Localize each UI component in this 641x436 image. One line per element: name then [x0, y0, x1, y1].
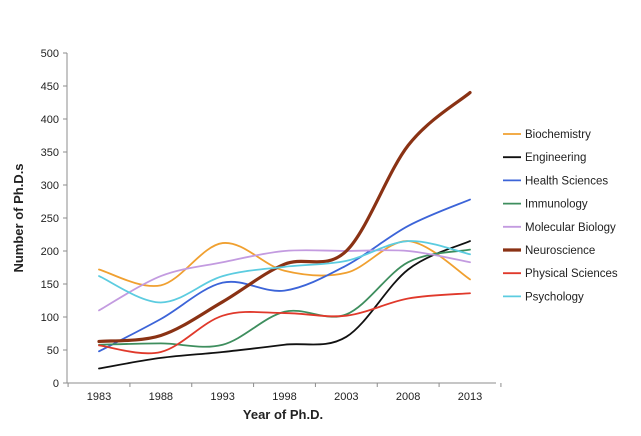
- y-tick-label: 350: [41, 147, 59, 159]
- legend-label-immunology: Immunology: [525, 199, 588, 211]
- legend-label-health-sciences: Health Sciences: [525, 175, 608, 187]
- legend-label-physical-sciences: Physical Sciences: [525, 268, 618, 280]
- y-tick-label: 50: [47, 345, 59, 357]
- series-line-neuroscience: [97, 91, 472, 344]
- x-tick-label: 1998: [272, 391, 296, 403]
- series-line-molecular-biology: [98, 249, 471, 312]
- y-tick-label: 150: [41, 279, 59, 291]
- y-tick-label: 250: [41, 213, 59, 225]
- x-tick-label: 2008: [396, 391, 420, 403]
- series-line-psychology: [98, 240, 471, 304]
- y-tick-label: 500: [41, 48, 59, 60]
- series-line-health-sciences: [98, 198, 471, 353]
- x-tick-label: 2003: [334, 391, 358, 403]
- x-tick-label: 1993: [210, 391, 234, 403]
- series-line-immunology: [98, 248, 471, 348]
- y-tick-label: 0: [53, 378, 59, 390]
- legend-label-engineering: Engineering: [525, 152, 586, 164]
- y-tick-label: 100: [41, 312, 59, 324]
- legend-label-neuroscience: Neuroscience: [525, 245, 595, 257]
- x-axis-title: Year of Ph.D.: [243, 407, 323, 422]
- x-tick-label: 1988: [149, 391, 173, 403]
- series-line-physical-sciences: [98, 292, 471, 355]
- axes: 0 50 100 150 200 250 300 350 400 450 500 1983 1988 19…: [41, 48, 502, 403]
- series-lines: [97, 91, 472, 370]
- y-tick-label: 300: [41, 180, 59, 192]
- legend-label-biochemistry: Biochemistry: [525, 129, 591, 141]
- y-tick-label: 450: [41, 81, 59, 93]
- y-tick-label: 200: [41, 246, 59, 258]
- x-tick-label: 2013: [458, 391, 482, 403]
- y-tick-label: 400: [41, 114, 59, 126]
- legend: Biochemistry Engineering Health Sciences Im…: [503, 129, 618, 303]
- legend-label-molecular-biology: Molecular Biology: [525, 222, 616, 234]
- x-tick-label: 1983: [87, 391, 111, 403]
- legend-label-psychology: Psychology: [525, 291, 584, 303]
- series-line-engineering: [98, 240, 471, 370]
- y-axis-title: Number of Ph.D.s: [11, 163, 26, 272]
